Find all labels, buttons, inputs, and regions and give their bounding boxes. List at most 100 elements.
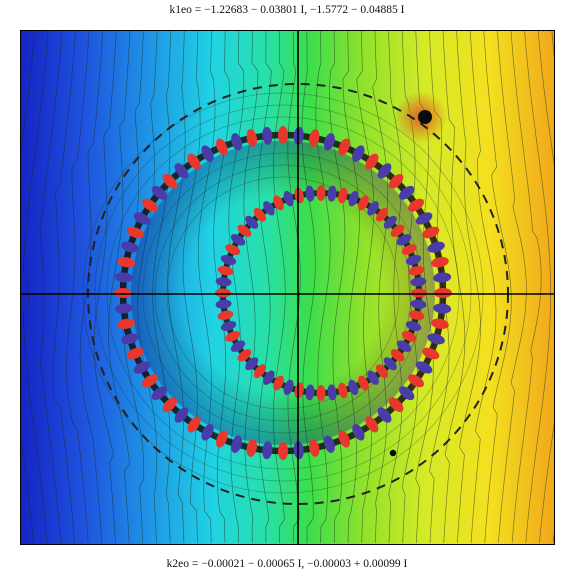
ring-bead (365, 416, 379, 433)
ring-bead (151, 386, 167, 401)
density-plot-canvas (21, 31, 554, 544)
ring-bead (162, 397, 178, 412)
ring-bead (358, 195, 369, 211)
ring-bead (294, 187, 304, 204)
ring-bead (215, 288, 231, 298)
contour-line (483, 31, 512, 544)
ring-bead (338, 382, 348, 399)
ring-bead (305, 384, 315, 401)
ring-bead (433, 272, 452, 283)
ring-bead (308, 439, 320, 457)
ring-bead (126, 226, 144, 239)
ring-bead (410, 299, 427, 309)
contour-line (79, 31, 103, 544)
ring-bead (390, 349, 405, 362)
ring-bead (217, 265, 234, 276)
ring-bead (434, 288, 452, 298)
ring-bead (187, 153, 201, 170)
contour-line (108, 31, 131, 544)
ring-bead (338, 138, 350, 156)
ring-bead (323, 435, 335, 453)
ring-bead (367, 201, 379, 216)
ring-bead (316, 385, 326, 401)
contour-line (497, 31, 527, 544)
ring-bead (114, 288, 132, 298)
ring-bead (294, 382, 304, 399)
ring-bead (408, 265, 425, 276)
ring-bead (408, 310, 425, 321)
ring-bead (225, 244, 241, 255)
ring-bead (117, 318, 135, 330)
ring-bead (401, 244, 417, 255)
ring-bead (187, 416, 201, 433)
ring-bead (396, 340, 412, 352)
ring-bead (114, 272, 133, 283)
ring-bead (263, 370, 275, 385)
ring-bead (283, 190, 294, 207)
ring-bead (399, 386, 415, 401)
ring-bead (388, 174, 404, 189)
inner-ring-shade (131, 141, 435, 445)
ring-bead (231, 133, 243, 151)
ring-bead (133, 212, 151, 225)
ring-bead (220, 320, 237, 332)
ring-bead (338, 430, 350, 448)
ring-bead (358, 375, 369, 391)
ring-bead (117, 256, 135, 268)
contour-ring (106, 116, 460, 470)
ring-bead (383, 357, 397, 371)
ring-bead (201, 145, 214, 162)
ring-bead (383, 215, 397, 229)
ring-bead (375, 207, 389, 222)
ring-bead (405, 320, 422, 332)
contour-line (39, 31, 63, 544)
ring-bead (278, 126, 288, 144)
ring-bead (201, 424, 214, 441)
ring-bead (253, 364, 267, 379)
ring-bead (245, 357, 259, 371)
ring-bead (273, 375, 284, 391)
ring-bead (408, 198, 424, 212)
ring-bead (245, 215, 259, 229)
ring-bead (348, 190, 359, 207)
ring-bead (411, 288, 427, 298)
ring-bead (262, 126, 273, 145)
ring-bead (399, 185, 415, 200)
density-plot (20, 30, 555, 545)
ring-bead (367, 370, 379, 385)
ring-bead (220, 254, 237, 266)
ring-bead (151, 185, 167, 200)
ring-bead (396, 234, 412, 246)
ring-bead (323, 133, 335, 151)
ring-bead (142, 198, 158, 212)
ring-bead (253, 207, 267, 222)
ring-bead (327, 384, 337, 401)
ring-bead (405, 254, 422, 266)
ring-bead (377, 163, 392, 179)
contour-line (510, 31, 542, 544)
ring-bead (162, 174, 178, 189)
contour-line (456, 31, 481, 544)
ring-bead (327, 185, 337, 202)
ring-bead (316, 185, 326, 201)
ring-bead (408, 374, 424, 388)
contour-line (66, 31, 90, 544)
ring-bead (126, 347, 144, 360)
ring-bead (215, 277, 232, 287)
contour-line (52, 31, 76, 544)
ring-bead (348, 379, 359, 396)
ring-bead (217, 310, 234, 321)
ring-bead (237, 349, 252, 362)
ring-bead (216, 138, 228, 156)
contour-line (442, 31, 466, 544)
contour-line (537, 31, 554, 544)
ring-bead (216, 430, 228, 448)
ring-bead (278, 442, 288, 460)
ring-bead (415, 212, 433, 225)
ring-bead (231, 435, 243, 453)
marker-dot (389, 449, 397, 457)
ring-bead (431, 318, 449, 330)
ring-bead (415, 361, 433, 374)
ring-bead (121, 333, 139, 345)
ring-bead (174, 163, 189, 179)
